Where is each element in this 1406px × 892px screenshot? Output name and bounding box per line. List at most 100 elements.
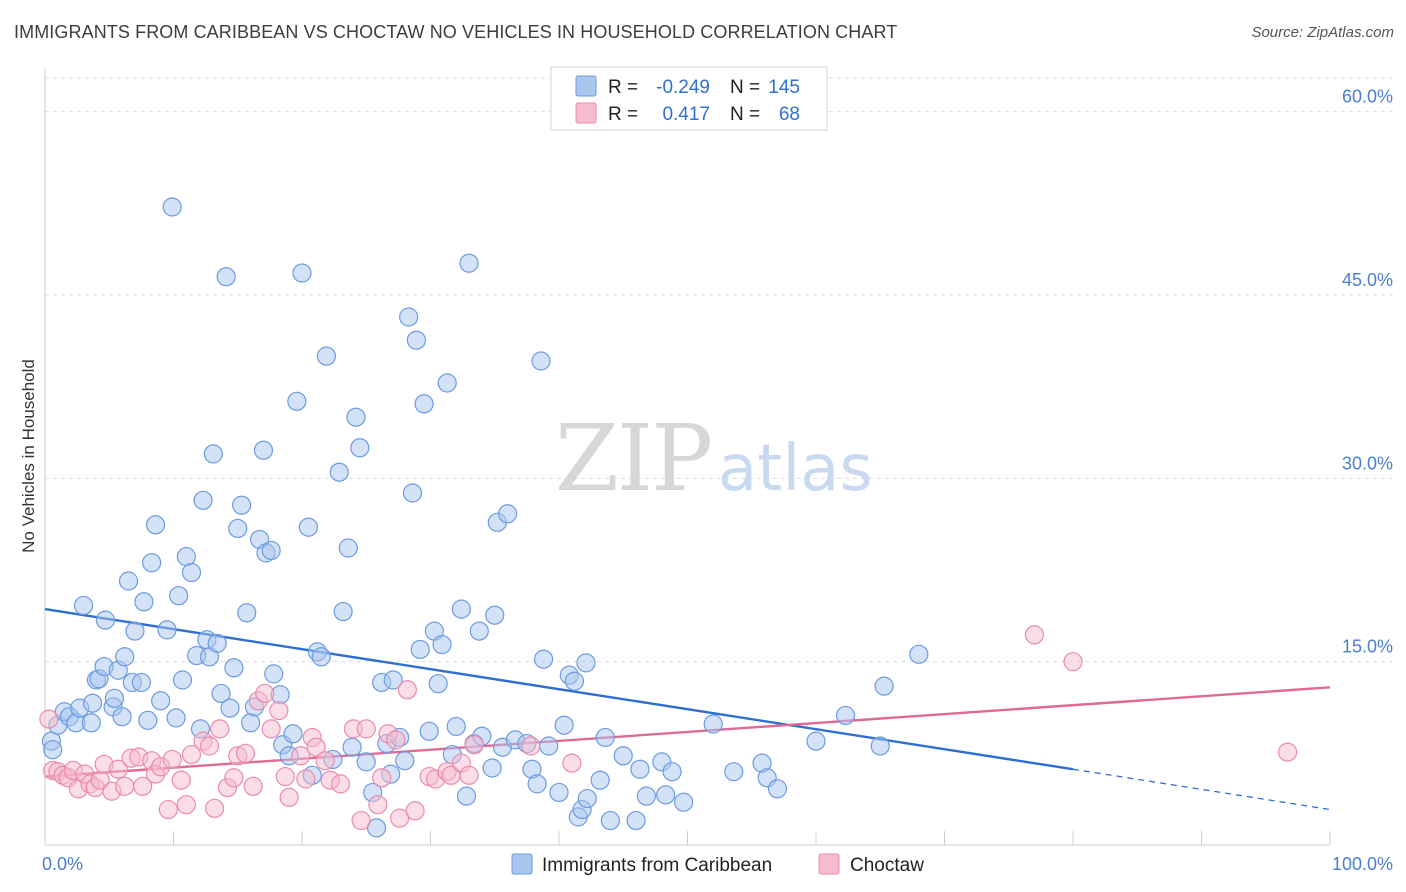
point-caribbean: [166, 708, 186, 728]
point-choctaw: [235, 743, 256, 763]
point-caribbean: [395, 751, 415, 771]
point-caribbean: [157, 620, 177, 640]
point-caribbean: [241, 713, 261, 733]
chart-title: IMMIGRANTS FROM CARIBBEAN VS CHOCTAW NO …: [14, 22, 898, 42]
legend-label-choctaw: Choctaw: [850, 855, 924, 876]
point-caribbean: [724, 762, 744, 782]
point-caribbean: [767, 779, 788, 799]
point-choctaw: [133, 776, 153, 796]
point-caribbean: [366, 818, 387, 838]
point-choctaw: [39, 709, 59, 729]
legend-swatch-caribbean: [511, 853, 533, 875]
watermark-zip: ZIP: [555, 405, 711, 512]
source-credit: Source: ZipAtlas.com: [1251, 24, 1394, 41]
point-caribbean: [656, 785, 676, 805]
point-caribbean: [432, 634, 452, 655]
point-choctaw: [171, 770, 191, 790]
point-caribbean: [419, 721, 439, 741]
point-caribbean: [630, 759, 650, 779]
point-caribbean: [554, 715, 574, 735]
stats-swatch-choctaw: [575, 102, 597, 124]
point-caribbean: [220, 698, 240, 718]
point-caribbean: [446, 716, 466, 737]
stats-r-value-choctaw: 0.417: [662, 104, 710, 125]
point-choctaw: [464, 735, 484, 755]
point-choctaw: [255, 683, 275, 704]
point-caribbean: [346, 407, 366, 427]
point-choctaw: [1277, 742, 1298, 762]
point-caribbean: [576, 653, 596, 673]
point-caribbean: [549, 782, 569, 803]
point-choctaw: [275, 766, 295, 787]
point-choctaw: [405, 801, 425, 821]
point-choctaw: [210, 719, 230, 739]
point-caribbean: [118, 571, 139, 591]
point-caribbean: [95, 610, 115, 630]
y-axis-label: No Vehicles in Household: [19, 359, 38, 553]
stats-n-value-choctaw: 68: [779, 104, 800, 125]
point-caribbean: [600, 810, 621, 831]
watermark-atlas: atlas: [718, 432, 873, 506]
point-caribbean: [112, 707, 132, 727]
point-caribbean: [82, 693, 103, 713]
point-choctaw: [351, 810, 371, 831]
tick-labels: 15.0% 30.0% 45.0% 60.0% 0.0% 100.0%: [42, 87, 1393, 874]
point-caribbean: [142, 553, 162, 573]
point-caribbean: [193, 490, 213, 510]
point-choctaw: [224, 768, 244, 788]
point-caribbean: [224, 658, 244, 678]
point-choctaw: [243, 776, 263, 796]
point-choctaw: [291, 746, 311, 766]
point-caribbean: [539, 736, 559, 756]
stats-n-label-caribbean: N =: [730, 77, 760, 98]
point-choctaw: [205, 798, 225, 818]
point-caribbean: [292, 263, 312, 283]
x-tick-label: 0.0%: [42, 854, 83, 874]
point-caribbean: [176, 546, 196, 567]
stats-r-label-caribbean: R =: [608, 77, 638, 98]
point-caribbean: [131, 672, 151, 693]
point-caribbean: [151, 691, 171, 711]
point-choctaw: [562, 753, 582, 773]
point-caribbean: [482, 758, 502, 778]
y-tick-label: 60.0%: [1342, 87, 1393, 107]
point-choctaw: [269, 700, 289, 721]
point-choctaw: [199, 736, 220, 756]
point-choctaw: [108, 759, 128, 779]
point-caribbean: [410, 639, 430, 660]
point-caribbean: [316, 346, 337, 366]
point-caribbean: [613, 746, 633, 766]
point-caribbean: [626, 810, 646, 831]
point-caribbean: [356, 752, 376, 772]
point-caribbean: [172, 670, 193, 690]
point-caribbean: [342, 737, 362, 757]
point-caribbean: [469, 621, 489, 641]
point-caribbean: [590, 770, 610, 790]
point-caribbean: [595, 727, 615, 748]
point-caribbean: [145, 515, 166, 535]
point-choctaw: [459, 765, 479, 785]
point-caribbean: [531, 351, 551, 371]
point-caribbean: [636, 786, 656, 806]
point-choctaw: [181, 744, 202, 765]
axes: [44, 68, 1331, 846]
point-choctaw: [176, 795, 196, 815]
point-choctaw: [279, 787, 299, 807]
point-caribbean: [835, 705, 856, 726]
trend-line-caribbean-extrapolated: [1072, 768, 1331, 811]
watermark: ZIP atlas: [555, 405, 873, 512]
point-choctaw: [158, 799, 178, 820]
point-choctaw: [1063, 652, 1083, 672]
point-caribbean: [428, 674, 448, 694]
point-caribbean: [169, 586, 189, 606]
point-choctaw: [306, 737, 326, 757]
y-tick-label: 30.0%: [1342, 453, 1393, 473]
point-caribbean: [383, 670, 403, 690]
point-caribbean: [138, 710, 158, 730]
stats-r-value-caribbean: -0.249: [656, 77, 710, 98]
point-caribbean: [485, 605, 505, 625]
point-caribbean: [874, 676, 894, 696]
point-caribbean: [338, 538, 358, 558]
point-caribbean: [211, 683, 231, 704]
